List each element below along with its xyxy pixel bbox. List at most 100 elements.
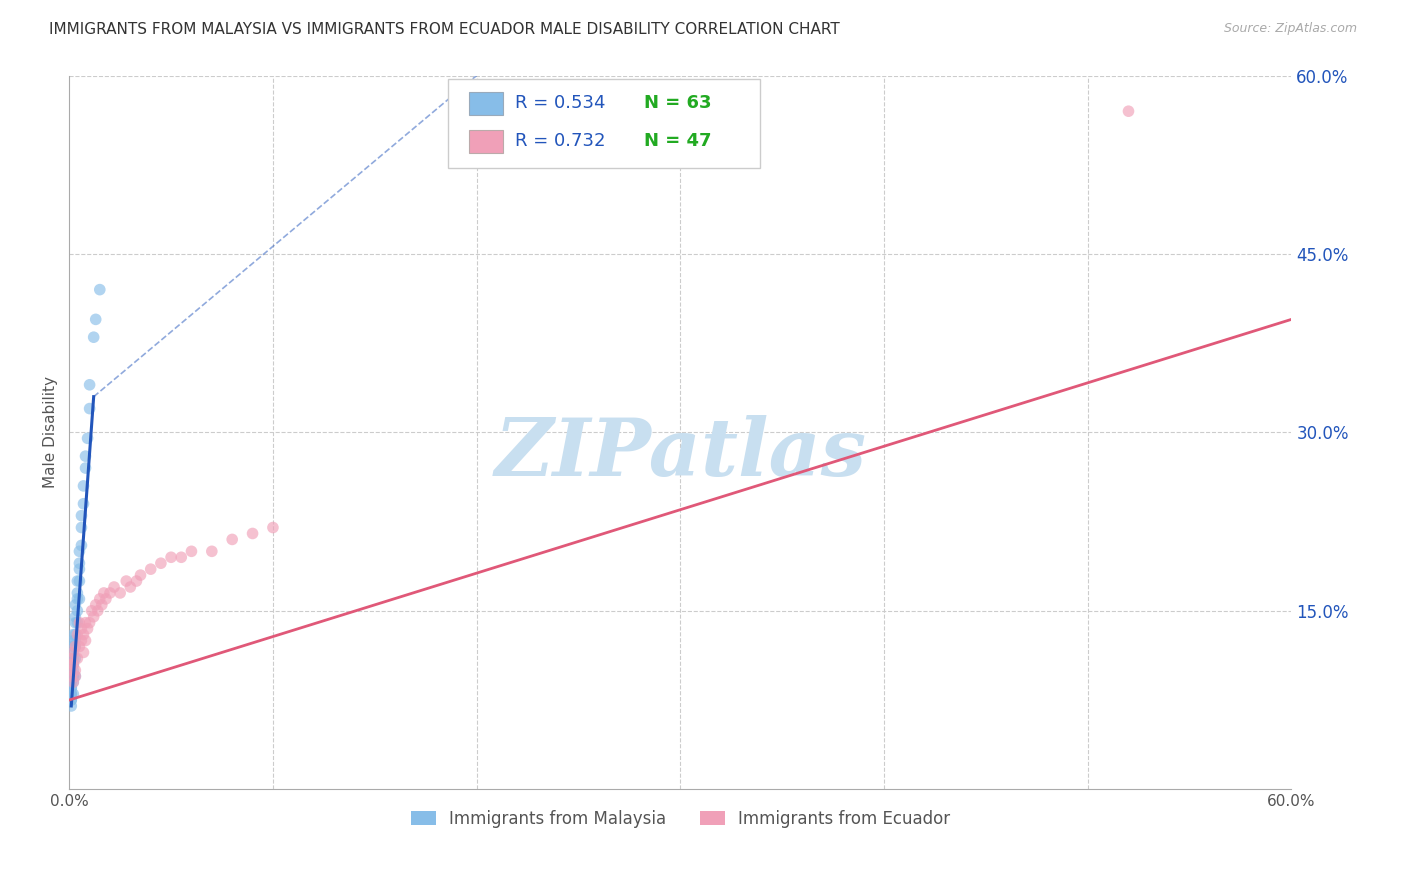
Text: N = 47: N = 47 [644, 132, 711, 150]
Point [60, 663, 83, 677]
Point [65, 663, 87, 677]
Point [129, 568, 152, 582]
Point [65, 633, 87, 648]
Point [60, 657, 83, 672]
Point [149, 556, 172, 570]
Point [70, 538, 93, 552]
Point [62, 675, 84, 690]
Point [60, 693, 83, 707]
Point [60, 657, 83, 672]
Point [65, 640, 87, 654]
FancyBboxPatch shape [468, 92, 503, 115]
Point [60, 698, 83, 713]
Point [65, 609, 87, 624]
Point [65, 615, 87, 630]
Point [98, 586, 121, 600]
Point [60, 687, 83, 701]
Point [66, 586, 89, 600]
Point [90, 598, 112, 612]
Point [242, 526, 264, 541]
Point [67, 544, 90, 558]
Point [67, 562, 90, 576]
Point [108, 586, 131, 600]
Point [79, 401, 101, 416]
Point [65, 669, 87, 683]
Point [60, 693, 83, 707]
Point [60, 651, 83, 665]
Point [60, 669, 83, 683]
Point [60, 681, 83, 695]
Point [62, 645, 84, 659]
Point [60, 669, 83, 683]
Point [67, 574, 90, 588]
Point [79, 377, 101, 392]
Point [60, 669, 83, 683]
Point [65, 669, 87, 683]
Text: R = 0.732: R = 0.732 [516, 132, 606, 150]
FancyBboxPatch shape [449, 79, 759, 169]
Point [75, 633, 97, 648]
Point [66, 627, 89, 641]
Point [62, 663, 84, 677]
Point [65, 627, 87, 641]
Point [60, 651, 83, 665]
Point [70, 633, 93, 648]
Point [62, 657, 84, 672]
Point [94, 591, 117, 606]
Point [62, 657, 84, 672]
Point [62, 651, 84, 665]
Point [60, 675, 83, 690]
Point [62, 645, 84, 659]
Point [72, 497, 94, 511]
Point [75, 461, 97, 475]
Point [60, 681, 83, 695]
Legend: Immigrants from Malaysia, Immigrants from Ecuador: Immigrants from Malaysia, Immigrants fro… [404, 803, 956, 834]
Point [62, 669, 84, 683]
Point [201, 544, 224, 558]
Point [83, 609, 105, 624]
Point [62, 687, 84, 701]
Point [79, 615, 101, 630]
Text: ZIPatlas: ZIPatlas [495, 415, 866, 492]
Point [76, 622, 98, 636]
Point [93, 586, 115, 600]
Point [125, 574, 148, 588]
Point [60, 669, 83, 683]
Point [70, 520, 93, 534]
Text: Source: ZipAtlas.com: Source: ZipAtlas.com [1223, 22, 1357, 36]
Point [67, 556, 90, 570]
Text: N = 63: N = 63 [644, 95, 711, 112]
Point [83, 330, 105, 344]
Point [72, 627, 94, 641]
Point [65, 651, 87, 665]
Point [62, 675, 84, 690]
Point [62, 627, 84, 641]
Point [60, 675, 83, 690]
Point [60, 669, 83, 683]
Point [120, 580, 142, 594]
Text: IMMIGRANTS FROM MALAYSIA VS IMMIGRANTS FROM ECUADOR MALE DISABILITY CORRELATION : IMMIGRANTS FROM MALAYSIA VS IMMIGRANTS F… [49, 22, 839, 37]
Point [72, 645, 94, 659]
Point [89, 283, 111, 297]
Point [75, 615, 97, 630]
Point [60, 657, 83, 672]
Point [66, 591, 89, 606]
Point [1118, 104, 1140, 119]
Point [60, 663, 83, 677]
Point [103, 580, 125, 594]
Point [170, 550, 193, 565]
Point [76, 431, 98, 445]
Point [62, 657, 84, 672]
Point [84, 312, 107, 326]
Point [65, 598, 87, 612]
Point [66, 604, 89, 618]
Point [72, 479, 94, 493]
Point [66, 574, 89, 588]
Point [84, 598, 107, 612]
Point [262, 520, 284, 534]
Point [70, 508, 93, 523]
Point [221, 533, 243, 547]
Point [70, 622, 93, 636]
Point [87, 604, 110, 618]
Point [89, 591, 111, 606]
